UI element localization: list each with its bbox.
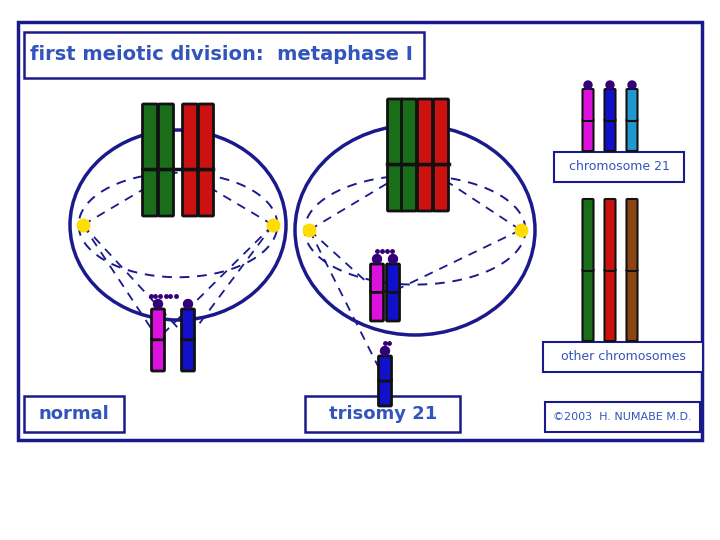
- FancyBboxPatch shape: [626, 119, 637, 151]
- Circle shape: [372, 254, 382, 264]
- Bar: [18, 22, 702, 440]
- Circle shape: [606, 81, 614, 89]
- FancyBboxPatch shape: [158, 104, 174, 170]
- FancyBboxPatch shape: [433, 163, 449, 211]
- Bar: [543, 342, 703, 372]
- Text: other chromosomes: other chromosomes: [561, 350, 685, 363]
- Text: first meiotic division:  metaphase I: first meiotic division: metaphase I: [30, 45, 413, 64]
- FancyBboxPatch shape: [582, 89, 593, 121]
- FancyBboxPatch shape: [182, 104, 197, 170]
- FancyBboxPatch shape: [418, 99, 433, 165]
- FancyBboxPatch shape: [433, 99, 449, 165]
- FancyBboxPatch shape: [605, 89, 616, 121]
- FancyBboxPatch shape: [182, 168, 197, 216]
- FancyBboxPatch shape: [402, 99, 416, 165]
- Circle shape: [184, 300, 192, 308]
- Bar: [554, 152, 684, 182]
- FancyBboxPatch shape: [402, 163, 416, 211]
- Text: chromosome 21: chromosome 21: [569, 160, 670, 173]
- FancyBboxPatch shape: [582, 269, 593, 341]
- FancyBboxPatch shape: [605, 199, 616, 271]
- Bar: [305, 396, 460, 432]
- FancyBboxPatch shape: [371, 291, 384, 321]
- FancyBboxPatch shape: [371, 264, 384, 292]
- FancyBboxPatch shape: [605, 269, 616, 341]
- Ellipse shape: [70, 130, 286, 320]
- FancyBboxPatch shape: [387, 99, 402, 165]
- FancyBboxPatch shape: [151, 338, 164, 371]
- FancyBboxPatch shape: [181, 338, 194, 371]
- FancyBboxPatch shape: [626, 269, 637, 341]
- Bar: [545, 402, 700, 432]
- FancyBboxPatch shape: [151, 309, 164, 340]
- Text: trisomy 21: trisomy 21: [329, 405, 437, 423]
- FancyBboxPatch shape: [199, 104, 214, 170]
- Text: ©2003  H. NUMABE M.D.: ©2003 H. NUMABE M.D.: [553, 412, 691, 422]
- FancyBboxPatch shape: [626, 199, 637, 271]
- FancyBboxPatch shape: [379, 379, 392, 406]
- FancyBboxPatch shape: [582, 119, 593, 151]
- Circle shape: [380, 347, 390, 355]
- FancyBboxPatch shape: [626, 89, 637, 121]
- FancyBboxPatch shape: [143, 168, 158, 216]
- FancyBboxPatch shape: [379, 356, 392, 381]
- FancyBboxPatch shape: [158, 168, 174, 216]
- Circle shape: [584, 81, 592, 89]
- FancyBboxPatch shape: [199, 168, 214, 216]
- FancyBboxPatch shape: [418, 163, 433, 211]
- FancyBboxPatch shape: [143, 104, 158, 170]
- FancyBboxPatch shape: [387, 291, 400, 321]
- Circle shape: [153, 300, 163, 308]
- FancyBboxPatch shape: [387, 264, 400, 292]
- FancyBboxPatch shape: [181, 309, 194, 340]
- Bar: [24, 396, 124, 432]
- FancyBboxPatch shape: [582, 199, 593, 271]
- FancyBboxPatch shape: [605, 119, 616, 151]
- FancyBboxPatch shape: [387, 163, 402, 211]
- Text: normal: normal: [39, 405, 109, 423]
- Circle shape: [389, 254, 397, 264]
- Circle shape: [628, 81, 636, 89]
- Bar: [24, 32, 424, 78]
- Ellipse shape: [295, 125, 535, 335]
